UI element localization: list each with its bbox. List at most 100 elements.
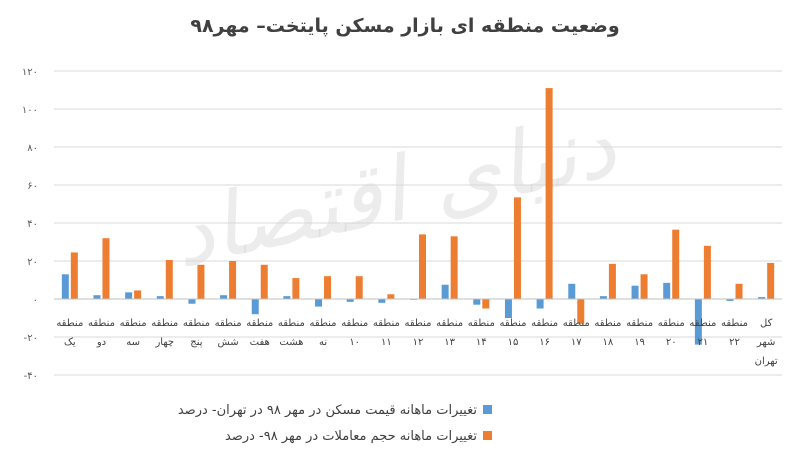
x-category-label: منطقه — [120, 318, 147, 329]
bar-series-2 — [735, 283, 743, 299]
bars — [61, 88, 775, 345]
bar-series-2 — [165, 260, 173, 299]
x-category-label: منطقه — [721, 318, 748, 329]
x-category-label: منطقه — [499, 318, 526, 329]
bar-series-2 — [387, 294, 395, 299]
bar-series-2 — [102, 238, 110, 299]
bar-series-2 — [640, 274, 648, 299]
bar-series-2 — [355, 276, 363, 299]
x-category-label: هشت — [279, 337, 303, 348]
x-category-label: تهران — [755, 356, 778, 367]
x-category-label: منطقه — [689, 318, 716, 329]
bar-series-1 — [504, 299, 512, 318]
x-category-label: منطقه — [658, 318, 685, 329]
x-category-label: هفت — [250, 337, 270, 348]
bar-series-1 — [473, 299, 481, 305]
x-category-label: منطقه — [405, 318, 432, 329]
x-category-label: ۱۸ — [603, 337, 614, 348]
y-tick-label: ۶۰ — [27, 181, 38, 192]
x-category-label: دو — [96, 337, 106, 348]
y-tick-label: ۱۰۰ — [22, 105, 38, 116]
bar-series-2 — [513, 197, 521, 299]
bar-series-2 — [672, 229, 680, 299]
x-category-label: منطقه — [215, 318, 242, 329]
bar-series-2 — [577, 299, 585, 324]
bar-series-1 — [536, 299, 544, 309]
bar-series-1 — [283, 296, 291, 299]
gridlines — [54, 70, 782, 376]
x-category-label: منطقه — [563, 318, 590, 329]
bar-series-2 — [134, 290, 142, 299]
legend-swatch — [483, 431, 492, 440]
bar-series-1 — [599, 296, 607, 299]
y-tick-label: ۰ — [33, 295, 38, 306]
bar-series-2 — [324, 276, 332, 299]
bar-series-2 — [419, 234, 426, 299]
chart-title: وضعیت منطقه ای بازار مسکن پایتخت– مهر۹۸ — [190, 15, 619, 37]
bar-series-1 — [61, 274, 69, 299]
x-category-label: شش — [218, 337, 239, 348]
x-category-label: ۱۴ — [476, 337, 487, 348]
bar-series-2 — [450, 236, 458, 299]
bar-series-2 — [545, 88, 553, 299]
x-category-label: منطقه — [278, 318, 305, 329]
x-category-label: نه — [319, 337, 327, 348]
bar-series-1 — [125, 292, 133, 299]
x-category-label: شهر — [756, 337, 776, 348]
x-category-label: ۲۰ — [666, 337, 677, 348]
x-category-label: منطقه — [183, 318, 210, 329]
x-category-label: ۱۷ — [571, 337, 582, 348]
x-category-label: منطقه — [246, 318, 273, 329]
x-category-label: ۱۶ — [539, 337, 550, 348]
bar-series-2 — [482, 299, 490, 309]
legend-label: تغییرات ماهانه قیمت مسکن در مهر ۹۸ در ته… — [178, 403, 478, 418]
x-category-label: منطقه — [151, 318, 178, 329]
x-category-label: ۱۹ — [634, 337, 645, 348]
bar-series-2 — [260, 264, 268, 299]
x-category-label: منطقه — [531, 318, 558, 329]
y-tick-label: ۴۰ — [27, 219, 38, 230]
bar-series-2 — [767, 262, 775, 299]
x-category-label: منطقه — [626, 318, 653, 329]
y-tick-label: ۱۲۰ — [22, 67, 38, 78]
bar-series-1 — [568, 283, 576, 299]
y-tick-label: -۴۰ — [24, 371, 38, 382]
x-category-label: پنج — [190, 337, 202, 348]
bar-series-1 — [663, 282, 671, 299]
bar-series-1 — [251, 299, 259, 315]
x-category-label: ۲۱ — [697, 337, 708, 348]
bar-series-2 — [70, 252, 78, 299]
y-tick-label: ۸۰ — [27, 143, 38, 154]
bar-series-2 — [703, 245, 711, 299]
bar-series-2 — [292, 278, 300, 299]
x-axis-category-labels: منطقه یک منطقه دو منطقه سه منطقه چهار منطقه پنج من… — [56, 318, 778, 367]
bar-series-1 — [441, 284, 449, 299]
x-category-label: یک — [64, 337, 76, 348]
x-category-label: ۱۵ — [508, 337, 519, 348]
x-category-label: چهار — [154, 337, 174, 348]
y-tick-label: ۲۰ — [27, 257, 38, 268]
x-category-label: سه — [126, 337, 140, 348]
bar-series-1 — [694, 299, 702, 345]
x-category-label: ۱۱ — [381, 337, 392, 348]
x-category-label: منطقه — [436, 318, 463, 329]
bar-series-2 — [229, 261, 237, 299]
bar-series-1 — [220, 295, 228, 299]
x-category-label: ۲۲ — [729, 337, 740, 348]
bar-series-1 — [315, 299, 323, 307]
x-category-label: منطقه — [88, 318, 115, 329]
legend-label: تغییرات ماهانه حجم معاملات در مهر ۹۸- در… — [225, 429, 477, 444]
bar-series-1 — [631, 285, 639, 299]
bar-series-1 — [93, 295, 101, 299]
y-axis-tick-labels: ۱۲۰ ۱۰۰ ۸۰ ۶۰ ۴۰ ۲۰ ۰ -۲۰ -۴۰ — [22, 67, 38, 382]
legend: تغییرات ماهانه قیمت مسکن در مهر ۹۸ در ته… — [178, 403, 492, 444]
bar-series-2 — [197, 264, 205, 299]
bar-series-1 — [758, 297, 766, 299]
bar-series-1 — [378, 299, 386, 303]
bar-series-1 — [156, 296, 164, 299]
x-category-label: منطقه — [373, 318, 400, 329]
x-category-label: کل — [760, 318, 773, 329]
